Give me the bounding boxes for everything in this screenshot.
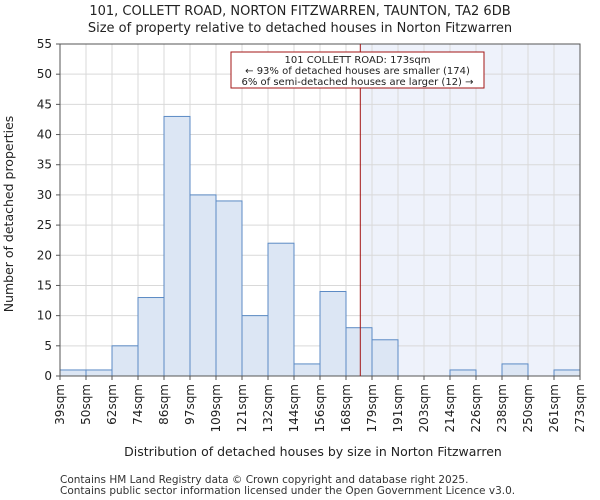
y-tick-label-15: 15: [37, 278, 52, 292]
bar-109sqm: [215, 200, 243, 377]
x-tick-label-214sqm: 214sqm: [443, 384, 457, 432]
y-tick-label-55: 55: [37, 37, 52, 51]
bar-50sqm: [85, 369, 113, 377]
x-tick-label-144sqm: 144sqm: [287, 384, 301, 432]
y-tick-label-45: 45: [37, 97, 52, 111]
footer-line-2: Contains public sector information licen…: [60, 485, 515, 497]
bar-156sqm: [319, 290, 347, 377]
bar-97sqm: [189, 194, 217, 377]
y-tick-label-5: 5: [44, 339, 52, 353]
y-tick-label-35: 35: [37, 158, 52, 172]
bar-62sqm: [111, 345, 139, 377]
bar-86sqm: [163, 115, 191, 377]
footer-line-1: Contains HM Land Registry data © Crown c…: [60, 474, 468, 486]
bar-121sqm: [241, 315, 269, 377]
y-tick-label-0: 0: [44, 369, 52, 383]
x-tick-label-226sqm: 226sqm: [469, 384, 483, 432]
x-tick-label-62sqm: 62sqm: [105, 384, 119, 425]
bar-74sqm: [137, 297, 165, 377]
y-tick-label-50: 50: [37, 67, 52, 81]
x-tick-label-97sqm: 97sqm: [183, 384, 197, 425]
x-tick-label-238sqm: 238sqm: [495, 384, 509, 432]
y-tick-label-20: 20: [37, 248, 52, 262]
x-axis-label: Distribution of detached houses by size …: [124, 444, 502, 459]
x-tick-label-179sqm: 179sqm: [365, 384, 379, 432]
chart-title: 101, COLLETT ROAD, NORTON FITZWARREN, TA…: [89, 4, 510, 19]
chart-subtitle: Size of property relative to detached ho…: [88, 21, 512, 36]
x-tick-label-39sqm: 39sqm: [53, 384, 67, 425]
y-tick-label-25: 25: [37, 218, 52, 232]
bar-144sqm: [293, 363, 321, 377]
y-axis-label: Number of detached properties: [1, 116, 16, 313]
x-tick-label-168sqm: 168sqm: [339, 384, 353, 432]
x-tick-label-250sqm: 250sqm: [521, 384, 535, 432]
annotation-box: [230, 51, 485, 89]
annotation-line-1: 101 COLLETT ROAD: 173sqm: [285, 55, 431, 66]
y-tick-label-40: 40: [37, 128, 52, 142]
x-tick-label-132sqm: 132sqm: [261, 384, 275, 432]
bar-261sqm: [553, 369, 581, 377]
x-tick-label-203sqm: 203sqm: [417, 384, 431, 432]
bar-168sqm: [345, 327, 373, 377]
x-tick-label-156sqm: 156sqm: [313, 384, 327, 432]
y-tick-label-10: 10: [37, 309, 52, 323]
annotation-line-3: 6% of semi-detached houses are larger (1…: [241, 77, 473, 88]
x-tick-label-86sqm: 86sqm: [157, 384, 171, 425]
highlight-region: [360, 44, 580, 376]
bar-238sqm: [501, 363, 529, 377]
x-tick-label-121sqm: 121sqm: [235, 384, 249, 432]
x-tick-label-273sqm: 273sqm: [573, 384, 587, 432]
x-tick-label-74sqm: 74sqm: [131, 384, 145, 425]
y-tick-label-30: 30: [37, 188, 52, 202]
bar-39sqm: [59, 369, 87, 377]
bar-214sqm: [449, 369, 477, 377]
x-tick-label-261sqm: 261sqm: [547, 384, 561, 432]
annotation-line-2: ← 93% of detached houses are smaller (17…: [245, 66, 470, 77]
x-tick-label-109sqm: 109sqm: [209, 384, 223, 432]
bar-179sqm: [371, 339, 399, 377]
plot-area: 0 5 10 15 20 25 30 35 40 45 50 55 39sqm 50sqm 62sqm 74s…: [37, 37, 587, 432]
x-tick-label-191sqm: 191sqm: [391, 384, 405, 432]
x-tick-label-50sqm: 50sqm: [79, 384, 93, 425]
bar-132sqm: [267, 242, 295, 377]
